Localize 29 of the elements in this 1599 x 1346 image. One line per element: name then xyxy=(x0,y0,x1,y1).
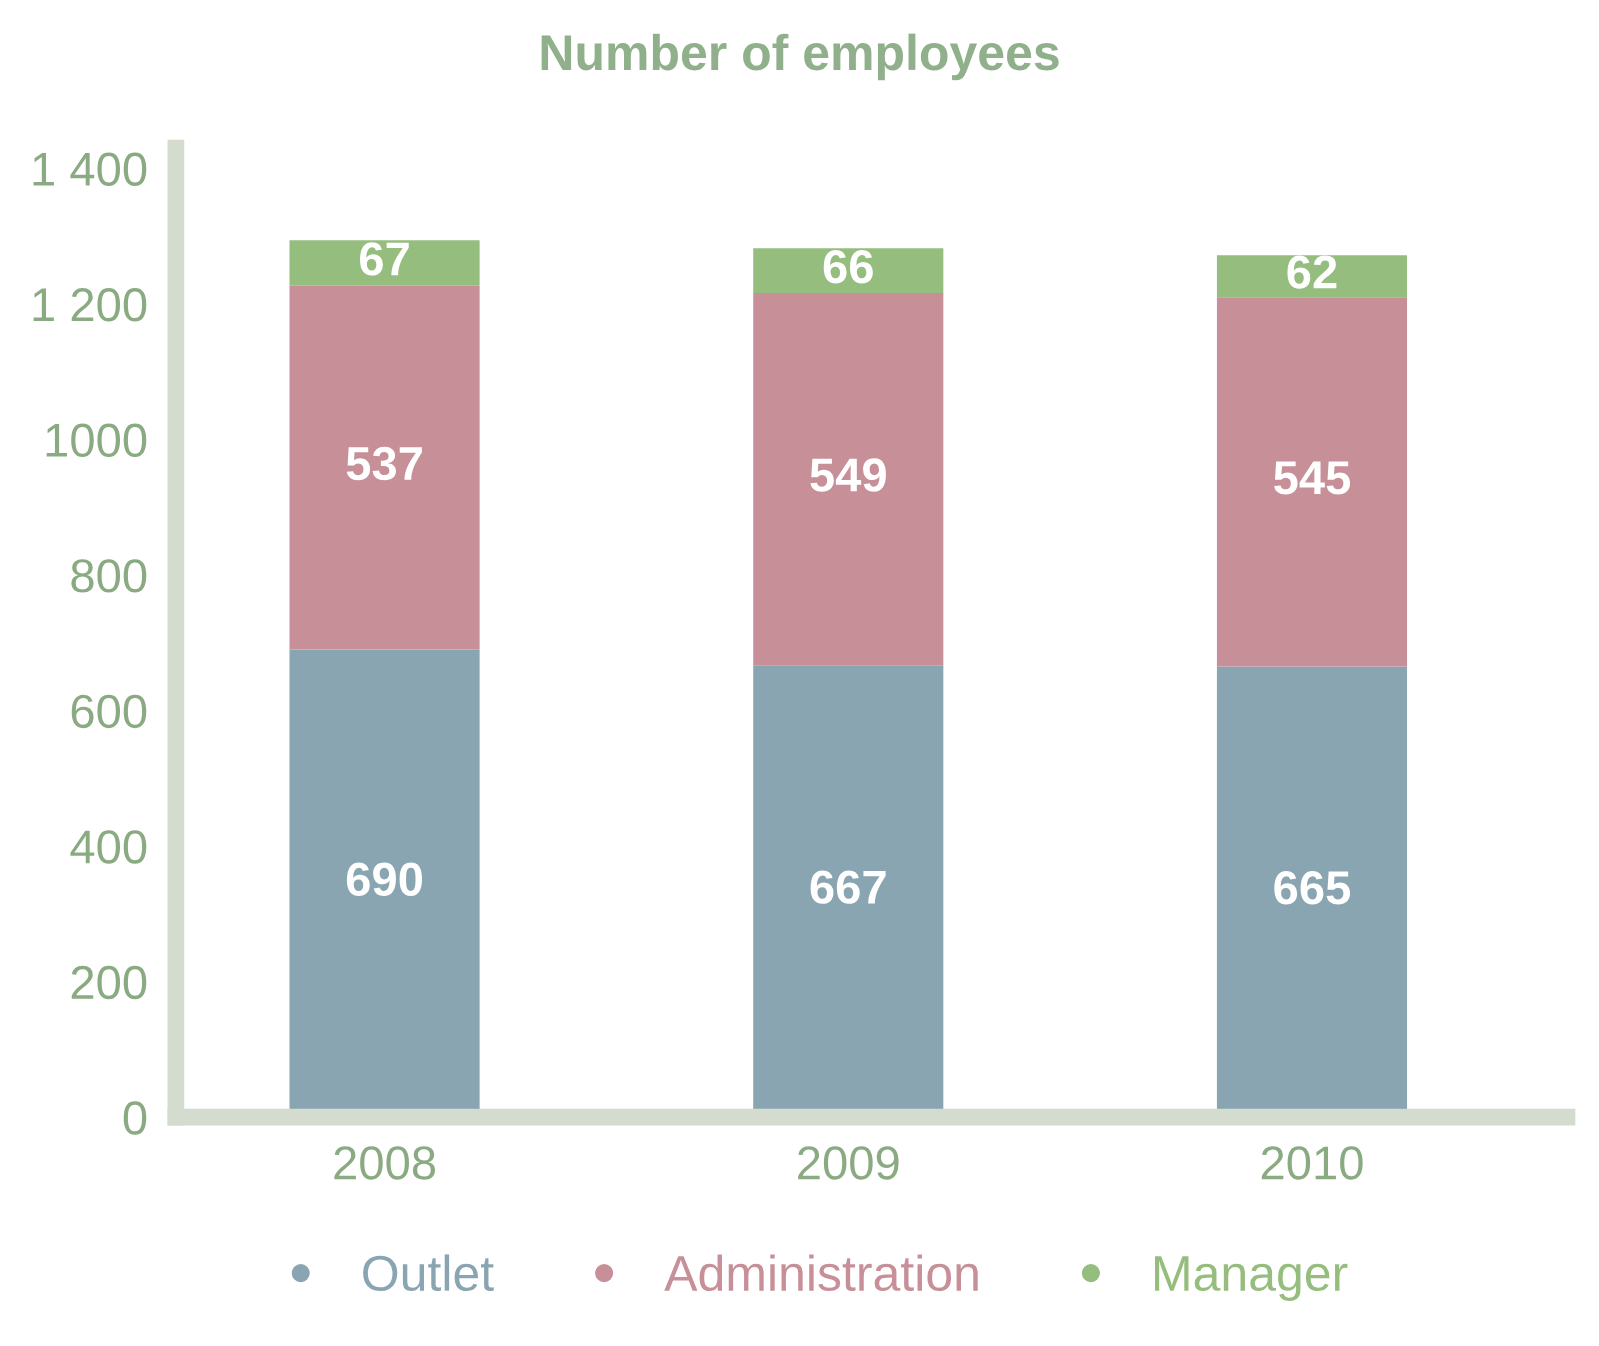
data-label: 667 xyxy=(810,870,886,904)
y-tick-label: 200 xyxy=(71,965,147,1000)
data-label: 537 xyxy=(346,446,422,481)
data-label: 690 xyxy=(346,862,423,897)
bar xyxy=(289,285,480,650)
y-tick-label: 400 xyxy=(70,830,147,864)
legend-label: Administration xyxy=(664,1254,978,1292)
data-label: 67 xyxy=(360,242,409,276)
y-tick-label: 1000 xyxy=(46,423,147,458)
x-tick-label: 2008 xyxy=(334,1146,436,1180)
y-tick-label: 1 400 xyxy=(33,152,147,186)
y-tick-label: 600 xyxy=(71,694,147,729)
data-label: 62 xyxy=(1287,255,1337,289)
bar xyxy=(289,240,480,286)
x-tick-label: 2009 xyxy=(798,1146,899,1180)
data-label: 665 xyxy=(1274,871,1351,905)
bar xyxy=(1216,297,1408,667)
bar xyxy=(753,248,944,294)
x-tick-label: 2010 xyxy=(1261,1146,1363,1180)
data-label: 545 xyxy=(1274,461,1351,495)
bar xyxy=(753,293,944,666)
y-tick-label: 800 xyxy=(71,559,147,593)
y-tick-label: 1 200 xyxy=(33,288,147,322)
data-label: 549 xyxy=(810,458,886,492)
y-tick-label: 0 xyxy=(123,1101,147,1135)
chart-title: Number of employees xyxy=(541,33,1059,81)
legend-label: Manager xyxy=(1155,1256,1348,1301)
legend-label: Outlet xyxy=(363,1254,494,1292)
data-label: 66 xyxy=(823,249,873,284)
